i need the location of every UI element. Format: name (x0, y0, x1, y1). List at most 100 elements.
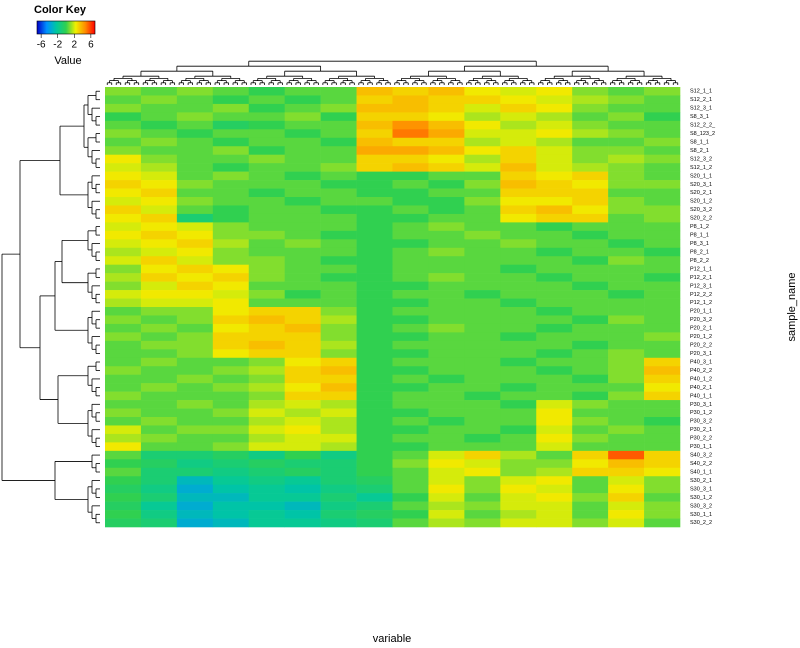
heatmap-cell (608, 442, 645, 452)
heatmap-cell (284, 323, 321, 333)
heatmap-cell (356, 501, 393, 511)
heatmap-cell (284, 247, 321, 257)
heatmap-cell (464, 197, 501, 206)
heatmap-cell (105, 374, 142, 384)
heatmap-cell (500, 332, 537, 342)
heatmap-cell (176, 103, 214, 113)
heatmap-cell (608, 197, 645, 206)
heatmap-cell (176, 213, 214, 223)
heatmap-cell (392, 340, 429, 350)
heatmap-cell (428, 518, 465, 528)
heatmap-cell (105, 222, 142, 232)
heatmap-cell (356, 433, 393, 443)
heatmap-cell (105, 366, 142, 375)
row-label: S30_1_1 (690, 512, 712, 518)
heatmap-cell (320, 433, 357, 443)
heatmap-cell (500, 374, 537, 384)
heatmap-cell (320, 374, 357, 384)
heatmap-cell (140, 247, 178, 257)
heatmap-cell (248, 290, 285, 299)
heatmap-cell (105, 137, 142, 147)
heatmap-cell (320, 459, 357, 469)
heatmap-cell (608, 146, 645, 155)
heatmap-cell (644, 298, 681, 308)
heatmap-cell (500, 213, 537, 223)
heatmap-cell (536, 120, 573, 130)
row-label: P20_1_2 (690, 334, 712, 340)
heatmap-cell (644, 357, 681, 367)
heatmap-cell (428, 366, 465, 375)
heatmap-cell (608, 290, 645, 299)
heatmap-cell (464, 95, 501, 105)
heatmap-cell (284, 357, 321, 367)
heatmap-cell (356, 264, 393, 274)
heatmap-cell (464, 459, 501, 469)
row-label: S20_2_2 (690, 216, 712, 222)
heatmap-cell (428, 197, 465, 206)
heatmap-cell (500, 501, 537, 511)
heatmap-cell (536, 103, 573, 113)
row-label: S20_2_1 (690, 190, 712, 196)
heatmap-cell (140, 264, 178, 274)
row-label: S40_3_2 (690, 453, 712, 459)
heatmap-cell (356, 256, 393, 265)
heatmap-cell (428, 467, 465, 477)
heatmap-cell (392, 180, 429, 189)
row-label: P40_1_2 (690, 376, 712, 382)
heatmap-cell (392, 315, 429, 325)
color-key (36, 20, 96, 35)
heatmap-cell (105, 408, 142, 418)
heatmap-cell (392, 247, 429, 257)
heatmap-cell (572, 290, 609, 299)
heatmap-cell (284, 120, 321, 130)
heatmap-cell (464, 315, 501, 325)
heatmap-cell (572, 518, 609, 528)
heatmap-cell (212, 154, 250, 164)
heatmap-cell (320, 357, 357, 367)
heatmap-cell (572, 332, 609, 342)
heatmap-cell (320, 366, 357, 375)
heatmap-cell (320, 281, 357, 291)
heatmap-cell (212, 103, 250, 113)
heatmap-cell (464, 281, 501, 291)
heatmap-cell (248, 340, 285, 350)
heatmap-cell (572, 154, 609, 164)
heatmap-cell (572, 450, 609, 460)
heatmap-cell (644, 518, 681, 528)
heatmap-cell (320, 137, 357, 147)
heatmap-cell (608, 467, 645, 477)
heatmap-cell (500, 349, 537, 359)
heatmap-cell (284, 408, 321, 418)
heatmap-cell (105, 383, 142, 392)
heatmap-cell (248, 171, 285, 181)
heatmap-cell (284, 349, 321, 359)
heatmap-cell (392, 400, 429, 409)
heatmap-cell (392, 484, 429, 494)
heatmap-cell (176, 459, 214, 469)
heatmap-cell (572, 188, 609, 198)
heatmap-cell (140, 163, 178, 172)
heatmap-cell (356, 163, 393, 172)
heatmap-cell (284, 281, 321, 291)
heatmap-cell (500, 366, 537, 375)
heatmap-cell (140, 87, 178, 96)
heatmap-cell (464, 332, 501, 342)
heatmap-cell (176, 129, 214, 139)
heatmap-cell (464, 239, 501, 249)
heatmap-cell (608, 222, 645, 232)
heatmap-cell (212, 180, 250, 189)
heatmap-cell (644, 332, 681, 342)
row-label: P8_2_2 (690, 258, 709, 264)
heatmap-cell (500, 230, 537, 240)
row-label: S12_2_1 (690, 97, 712, 103)
heatmap-cell (500, 323, 537, 333)
heatmap-cell (428, 484, 465, 494)
heatmap-cell (572, 120, 609, 130)
heatmap-cell (105, 197, 142, 206)
heatmap-cell (176, 281, 214, 291)
heatmap-cell (212, 230, 250, 240)
heatmap-cell (212, 264, 250, 274)
heatmap-cell (608, 493, 645, 502)
heatmap-cell (356, 95, 393, 105)
heatmap-cell (644, 501, 681, 511)
